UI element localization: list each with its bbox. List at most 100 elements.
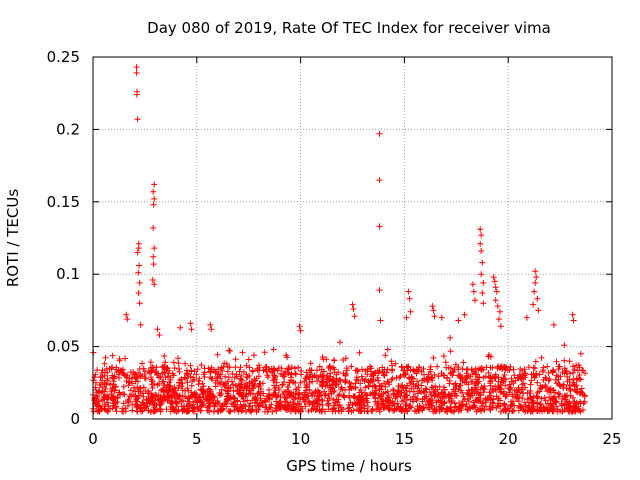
baseline-point: [147, 359, 154, 366]
baseline-point: [316, 363, 323, 370]
baseline-point: [431, 406, 438, 413]
data-point: [134, 91, 140, 98]
baseline-point: [305, 408, 312, 415]
baseline-point: [447, 348, 454, 355]
baseline-point: [506, 367, 513, 374]
baseline-point: [447, 403, 454, 410]
x-tick-label: 15: [395, 430, 414, 448]
baseline-point: [262, 404, 269, 411]
baseline-point: [545, 370, 552, 376]
data-point: [283, 352, 290, 359]
baseline-point: [444, 408, 451, 415]
baseline-point: [329, 378, 336, 385]
baseline-point: [361, 408, 368, 415]
baseline-point: [167, 408, 174, 415]
baseline-point: [286, 391, 293, 398]
baseline-point: [109, 352, 116, 359]
baseline-point: [270, 391, 277, 398]
baseline-point: [392, 360, 399, 367]
data-point: [523, 314, 530, 321]
baseline-point: [133, 396, 140, 403]
baseline-point: [201, 369, 208, 376]
y-tick-label: 0.15: [47, 193, 80, 211]
baseline-point: [316, 390, 323, 397]
baseline-point: [422, 393, 429, 400]
baseline-point: [220, 406, 227, 412]
baseline-point: [279, 381, 286, 388]
data-point: [177, 324, 184, 331]
baseline-point: [371, 391, 378, 398]
baseline-point: [228, 378, 235, 385]
baseline-point: [224, 388, 231, 395]
baseline-point: [553, 403, 560, 410]
baseline-point: [428, 384, 435, 391]
baseline-point: [480, 399, 486, 406]
baseline-point: [498, 363, 505, 370]
data-point: [133, 64, 140, 71]
baseline-point: [224, 395, 231, 402]
baseline-point: [281, 404, 288, 411]
data-point: [479, 290, 486, 296]
baseline-point: [264, 393, 271, 400]
baseline-point: [361, 377, 368, 384]
baseline-point: [178, 398, 185, 405]
baseline-point: [469, 378, 476, 385]
baseline-point: [511, 372, 518, 379]
baseline-point: [547, 397, 554, 404]
baseline-point: [122, 355, 129, 362]
baseline-point: [570, 363, 576, 370]
baseline-point: [337, 386, 344, 393]
data-point: [133, 69, 140, 76]
baseline-point: [141, 371, 148, 377]
baseline-point: [167, 376, 174, 383]
baseline-point: [369, 378, 376, 385]
baseline-point: [139, 360, 146, 367]
baseline-point: [215, 366, 222, 373]
baseline-point: [238, 405, 245, 412]
data-point: [478, 271, 485, 278]
data-point: [136, 262, 143, 269]
baseline-point: [135, 369, 141, 376]
baseline-point: [226, 408, 233, 415]
baseline-point: [117, 391, 124, 398]
baseline-point: [514, 393, 521, 399]
baseline-point: [127, 369, 134, 376]
baseline-point: [487, 353, 494, 360]
baseline-point: [113, 366, 120, 373]
baseline-point: [232, 356, 239, 363]
baseline-point: [432, 387, 439, 393]
data-point: [531, 288, 538, 295]
baseline-point: [467, 373, 474, 380]
baseline-point: [581, 392, 588, 399]
baseline-point: [532, 358, 539, 365]
baseline-point: [395, 391, 402, 398]
baseline-point: [185, 394, 192, 401]
baseline-point: [330, 405, 337, 412]
baseline-point: [434, 363, 441, 370]
baseline-point: [490, 385, 497, 392]
baseline-point: [469, 386, 476, 393]
baseline-point: [548, 395, 555, 402]
baseline-point: [287, 374, 294, 381]
data-point: [154, 326, 161, 333]
baseline-point: [490, 396, 497, 403]
baseline-point: [99, 367, 106, 374]
baseline-point: [418, 382, 425, 389]
baseline-point: [222, 373, 229, 380]
data-point: [478, 248, 485, 254]
baseline-point: [159, 386, 166, 393]
baseline-point: [104, 407, 110, 414]
baseline-point: [288, 371, 295, 377]
baseline-point: [379, 396, 386, 403]
baseline-point: [322, 383, 329, 390]
baseline-point: [441, 399, 448, 406]
baseline-point: [119, 366, 126, 373]
grid-lines: [93, 57, 612, 419]
baseline-point: [120, 383, 127, 390]
data-point: [296, 323, 303, 330]
baseline-point: [478, 384, 485, 391]
baseline-point: [205, 400, 212, 407]
baseline-point: [241, 402, 248, 409]
data-point: [136, 279, 143, 286]
baseline-point: [516, 402, 523, 409]
